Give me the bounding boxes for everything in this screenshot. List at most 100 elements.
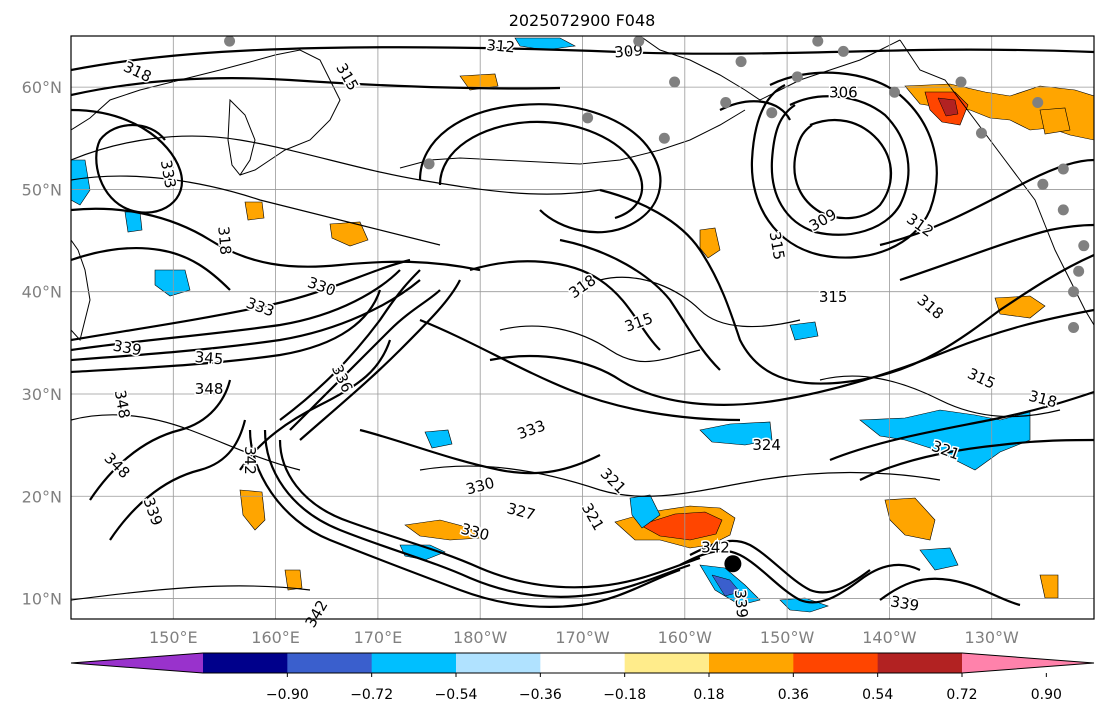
latitude-label: 50°N bbox=[22, 180, 62, 199]
longitude-label: 150°E bbox=[149, 628, 198, 647]
station-dot bbox=[720, 96, 732, 108]
longitude-label: 130°W bbox=[965, 628, 1020, 647]
contour-label: 306 bbox=[829, 83, 858, 101]
colorbar-segment bbox=[877, 653, 963, 673]
station-dot bbox=[975, 127, 987, 139]
colorbar-segment bbox=[371, 653, 457, 673]
colorbar-tick-label: −0.54 bbox=[435, 687, 478, 703]
shade-patch-darkred bbox=[937, 97, 959, 117]
colorbar-segment bbox=[456, 653, 541, 673]
contour-label: 315 bbox=[766, 230, 789, 261]
storm-center-marker-layer bbox=[724, 555, 742, 573]
plot-area bbox=[71, 36, 1094, 619]
station-dot bbox=[658, 132, 670, 144]
shade-patch-orange bbox=[459, 73, 499, 91]
station-dot bbox=[1068, 286, 1080, 298]
shade-patch-orange bbox=[244, 201, 265, 221]
station-dot bbox=[423, 158, 435, 170]
contour-label: 324 bbox=[752, 436, 781, 454]
shade-patch-orange bbox=[1039, 574, 1059, 599]
station-dot bbox=[889, 86, 901, 98]
colorbar-segment bbox=[624, 653, 710, 673]
station-dot bbox=[1032, 96, 1044, 108]
longitude-label: 150°W bbox=[760, 628, 815, 647]
station-dot bbox=[955, 76, 967, 88]
colorbar-segment bbox=[540, 653, 626, 673]
shade-patch-orange bbox=[884, 497, 936, 541]
storm-center-marker bbox=[724, 555, 742, 573]
colorbar-tick-label: 0.36 bbox=[778, 687, 809, 703]
shade-patch-orange bbox=[699, 227, 721, 259]
longitude-label: 170°E bbox=[354, 628, 403, 647]
colorbar-segment bbox=[203, 653, 288, 673]
latitude-tick-labels: 60°N 50°N 40°N 30°N 20°N 10°N bbox=[22, 78, 62, 608]
station-dot bbox=[735, 56, 747, 68]
contour-label: 318 bbox=[214, 226, 234, 256]
longitude-label: 140°W bbox=[862, 628, 917, 647]
station-dot bbox=[837, 45, 849, 57]
station-dot bbox=[812, 35, 824, 47]
longitude-label: 180°W bbox=[453, 628, 508, 647]
latitude-label: 40°N bbox=[22, 283, 62, 302]
colorbar-segment bbox=[793, 653, 879, 673]
coastline-kamchatka bbox=[227, 98, 256, 176]
colorbar-segment bbox=[709, 653, 794, 673]
map-title: 2025072900 F048 bbox=[509, 11, 656, 30]
theta-contours-thin bbox=[71, 135, 1061, 601]
station-dot bbox=[224, 35, 236, 47]
shade-patch-orange bbox=[1039, 107, 1071, 135]
map-frame bbox=[70, 35, 1095, 620]
latitude-label: 10°N bbox=[22, 590, 62, 609]
colorbar-tick-label: −0.36 bbox=[519, 687, 562, 703]
colorbar-segment bbox=[287, 653, 373, 673]
contour-label: 342 bbox=[701, 538, 730, 556]
colorbar-tick-label: 0.90 bbox=[1031, 687, 1062, 703]
vorticity-shading bbox=[71, 37, 1094, 613]
contour-label: 348 bbox=[195, 380, 224, 398]
station-dot bbox=[766, 107, 778, 119]
shade-patch-blue bbox=[71, 159, 91, 206]
coastlines bbox=[71, 36, 1094, 342]
colorbar bbox=[70, 652, 1095, 674]
station-dot bbox=[1057, 204, 1069, 216]
colorbar-tick-label: −0.18 bbox=[603, 687, 646, 703]
colorbar-extend-low bbox=[71, 653, 203, 673]
contour-label: 315 bbox=[819, 288, 848, 306]
shade-patch-blue bbox=[919, 547, 959, 571]
coastline-north-america bbox=[899, 39, 1094, 326]
colorbar-tick-label: 0.18 bbox=[693, 687, 724, 703]
shade-patch-red bbox=[639, 511, 723, 541]
latitude-label: 20°N bbox=[22, 487, 62, 506]
station-dot bbox=[791, 71, 803, 83]
colorbar-outline bbox=[70, 652, 1095, 674]
shade-patch-blue bbox=[859, 409, 1031, 471]
contour-label: 342 bbox=[241, 446, 259, 475]
colorbar-extend-high bbox=[962, 653, 1094, 673]
contour-label: 339 bbox=[731, 589, 751, 619]
longitude-label: 160°W bbox=[658, 628, 713, 647]
longitude-label: 170°W bbox=[555, 628, 610, 647]
longitude-label: 160°E bbox=[251, 628, 300, 647]
station-markers bbox=[224, 35, 1090, 333]
latitude-label: 60°N bbox=[22, 78, 62, 97]
station-dot bbox=[669, 76, 681, 88]
shade-patch-blue bbox=[154, 269, 191, 297]
colorbar-tick-label: −0.90 bbox=[266, 687, 309, 703]
shade-patch-blue bbox=[789, 321, 819, 341]
station-dot bbox=[1057, 163, 1069, 175]
shade-patch-blue bbox=[711, 574, 741, 597]
latitude-label: 30°N bbox=[22, 385, 62, 404]
longitude-tick-labels: 150°E 160°E 170°E 180°W 170°W 160°W 150°W 140°W… bbox=[149, 628, 1019, 647]
coastline-asia bbox=[71, 49, 341, 176]
shade-patch-blue bbox=[424, 429, 453, 449]
station-dot bbox=[1037, 178, 1049, 190]
aleutian-islands bbox=[399, 109, 746, 169]
shade-patch-blue bbox=[629, 494, 661, 529]
shade-patch-orange bbox=[284, 569, 303, 591]
theta-contours-thick bbox=[71, 46, 1094, 608]
colorbar-tick-label: 0.72 bbox=[946, 687, 977, 703]
coastline-japan bbox=[71, 239, 91, 342]
shade-patch-blue bbox=[124, 211, 143, 233]
station-dot bbox=[1073, 265, 1085, 277]
